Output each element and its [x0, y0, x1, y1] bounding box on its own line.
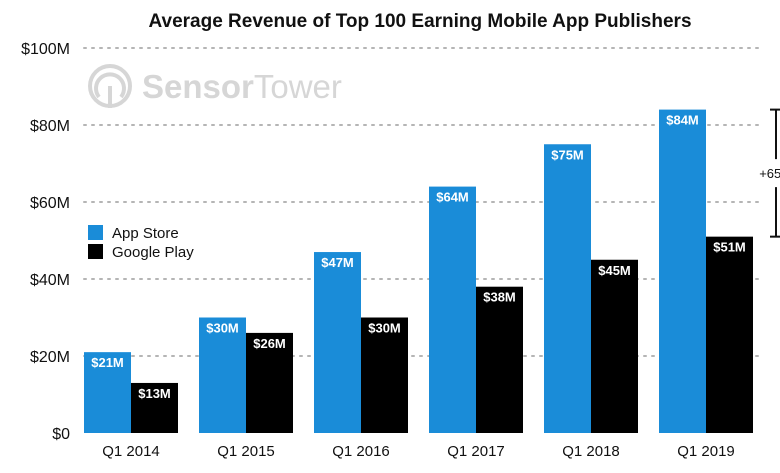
bar-google-play	[246, 332, 293, 433]
legend-swatch-google-play	[88, 244, 103, 259]
annotation-label: +65%	[759, 166, 780, 181]
bar-app-store	[314, 252, 361, 433]
legend-swatch-app-store	[88, 225, 103, 240]
data-label: $75M	[551, 147, 584, 162]
x-tick-label: Q1 2016	[332, 443, 390, 460]
legend-label-app-store: App Store	[112, 225, 179, 242]
bars: $21M $13M $30M $26M $47M $30M $64M $38M $75M $45M…	[84, 109, 753, 433]
watermark-text-sensor: Sensor	[142, 68, 254, 105]
data-label: $30M	[206, 321, 239, 336]
data-label: $45M	[598, 263, 631, 278]
y-tick-label: $20M	[30, 349, 70, 366]
gridlines	[83, 47, 759, 357]
y-tick-label: $60M	[30, 195, 70, 212]
data-label: $38M	[483, 290, 516, 305]
legend-label-google-play: Google Play	[112, 244, 194, 261]
data-label: $30M	[368, 321, 401, 336]
bar-app-store	[199, 317, 246, 433]
data-label: $64M	[436, 190, 469, 205]
bar-google-play	[361, 317, 408, 433]
y-tick-label: $40M	[30, 272, 70, 289]
bar-app-store	[544, 144, 591, 433]
watermark-text-tower: Tower	[254, 68, 342, 105]
data-label: $51M	[713, 240, 746, 255]
legend: App Store Google Play	[88, 225, 194, 261]
watermark: SensorTower	[88, 64, 342, 108]
data-label: $47M	[321, 255, 354, 270]
bar-app-store	[84, 352, 131, 433]
x-tick-label: Q1 2014	[102, 443, 160, 460]
x-axis-ticks: Q1 2014 Q1 2015 Q1 2016 Q1 2017 Q1 2018 Q1 20…	[102, 443, 735, 460]
chart-title: Average Revenue of Top 100 Earning Mobil…	[148, 11, 691, 32]
x-tick-label: Q1 2019	[677, 443, 735, 460]
data-label: $13M	[138, 386, 171, 401]
bar-google-play	[476, 286, 523, 433]
y-axis-ticks: $0 $20M $40M $60M $80M $100M	[21, 41, 70, 443]
growth-annotation: +65%	[759, 108, 780, 238]
y-tick-label: $0	[52, 426, 70, 443]
data-label: $21M	[91, 355, 124, 370]
x-tick-label: Q1 2017	[447, 443, 505, 460]
sensor-tower-logo-icon	[88, 64, 132, 108]
bar-google-play	[131, 382, 178, 433]
data-label: $26M	[253, 336, 286, 351]
bar-app-store	[659, 109, 706, 433]
y-tick-label: $100M	[21, 41, 70, 58]
bar-google-play	[706, 236, 753, 433]
y-tick-label: $80M	[30, 118, 70, 135]
bar-app-store	[429, 186, 476, 433]
x-tick-label: Q1 2015	[217, 443, 275, 460]
data-label: $84M	[666, 113, 699, 128]
watermark-text: SensorTower	[142, 68, 342, 105]
bar-google-play	[591, 259, 638, 433]
x-tick-label: Q1 2018	[562, 443, 620, 460]
